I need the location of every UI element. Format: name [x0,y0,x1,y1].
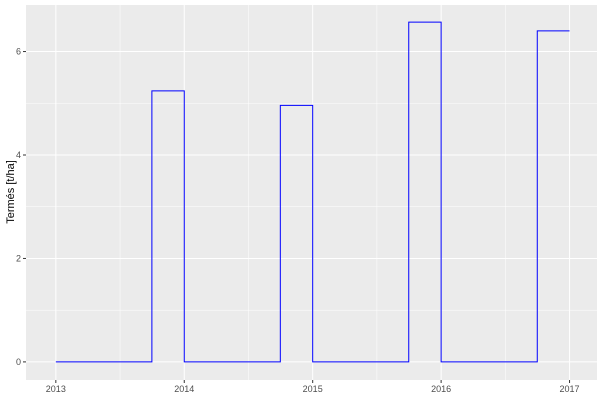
x-tick-label: 2013 [46,384,66,394]
y-tick-label: 4 [16,150,21,160]
series-line [55,21,570,363]
x-tick-label: 2014 [174,384,194,394]
y-tick-label: 0 [16,357,21,367]
x-axis: 2013 2014 2015 2016 2017 [46,380,580,394]
y-tick-label: 6 [16,47,21,57]
y-axis: 0 2 4 6 [16,47,26,367]
y-axis-label: Termés [t/ha] [5,160,17,224]
x-tick-label: 2015 [303,384,323,394]
plot-panel [26,5,597,380]
x-tick-label: 2016 [431,384,451,394]
grid-minor [26,5,597,380]
y-tick-label: 2 [16,253,21,263]
x-tick-label: 2017 [560,384,580,394]
